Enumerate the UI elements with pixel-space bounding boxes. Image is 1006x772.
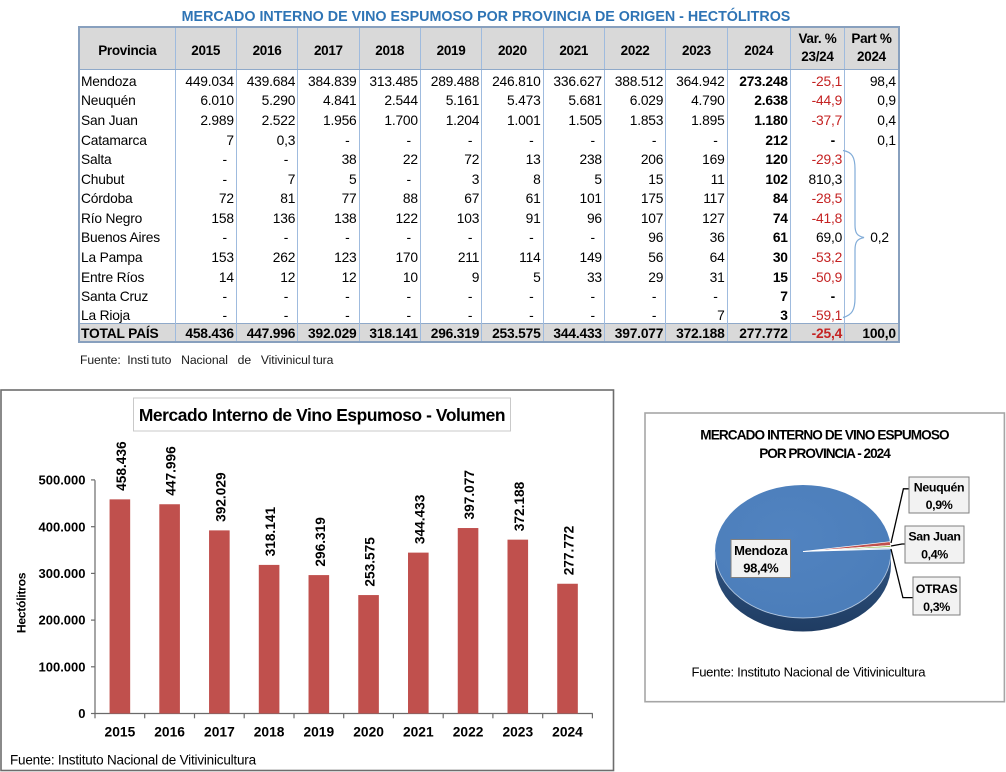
svg-text:296.319: 296.319: [313, 517, 328, 567]
svg-text:Fuente: Instituto Nacional de: Fuente: Instituto Nacional de Vitivinicu…: [692, 665, 927, 680]
svg-text:0,4%: 0,4%: [921, 548, 948, 562]
svg-text:458.436: 458.436: [114, 441, 129, 491]
svg-text:0: 0: [78, 706, 85, 721]
svg-text:2024: 2024: [552, 724, 583, 739]
svg-text:2021: 2021: [403, 724, 434, 739]
svg-text:San Juan: San Juan: [908, 530, 960, 544]
svg-text:OTRAS: OTRAS: [916, 582, 958, 596]
svg-text:POR PROVINCIA - 2024: POR PROVINCIA - 2024: [759, 446, 891, 461]
svg-text:2016: 2016: [154, 724, 185, 739]
svg-text:200.000: 200.000: [39, 613, 86, 628]
svg-text:2018: 2018: [254, 724, 285, 739]
svg-text:400.000: 400.000: [39, 519, 86, 534]
svg-text:447.996: 447.996: [164, 446, 179, 496]
svg-text:2020: 2020: [353, 724, 384, 739]
svg-text:500.000: 500.000: [39, 473, 86, 488]
svg-text:98,4%: 98,4%: [743, 561, 779, 576]
svg-text:0,9%: 0,9%: [926, 498, 953, 512]
svg-text:2023: 2023: [502, 724, 533, 739]
svg-text:Mercado Interno de Vino Espumo: Mercado Interno de Vino Espumoso - Volum…: [139, 405, 505, 425]
svg-text:Mendoza: Mendoza: [734, 543, 788, 558]
svg-text:2022: 2022: [453, 724, 484, 739]
svg-text:392.029: 392.029: [213, 472, 228, 522]
svg-text:Neuquén: Neuquén: [914, 481, 965, 495]
svg-text:344.433: 344.433: [412, 494, 427, 544]
svg-text:2015: 2015: [105, 724, 136, 739]
svg-text:2019: 2019: [303, 724, 334, 739]
svg-text:277.772: 277.772: [562, 525, 577, 575]
svg-text:253.575: 253.575: [363, 537, 378, 587]
svg-text:0,3%: 0,3%: [923, 600, 950, 614]
svg-text:318.141: 318.141: [263, 507, 278, 557]
svg-text:2017: 2017: [204, 724, 235, 739]
svg-text:Fuente: Instituto Nacional de: Fuente: Instituto Nacional de Vitivinicu…: [10, 753, 257, 768]
svg-text:397.077: 397.077: [462, 470, 477, 520]
svg-text:Hectólitros: Hectólitros: [15, 572, 29, 633]
svg-text:MERCADO INTERNO DE VINO ESPUMO: MERCADO INTERNO DE VINO ESPUMOSO: [700, 428, 949, 443]
svg-text:100.000: 100.000: [39, 659, 86, 674]
svg-text:372.188: 372.188: [512, 481, 527, 531]
svg-text:300.000: 300.000: [39, 566, 86, 581]
